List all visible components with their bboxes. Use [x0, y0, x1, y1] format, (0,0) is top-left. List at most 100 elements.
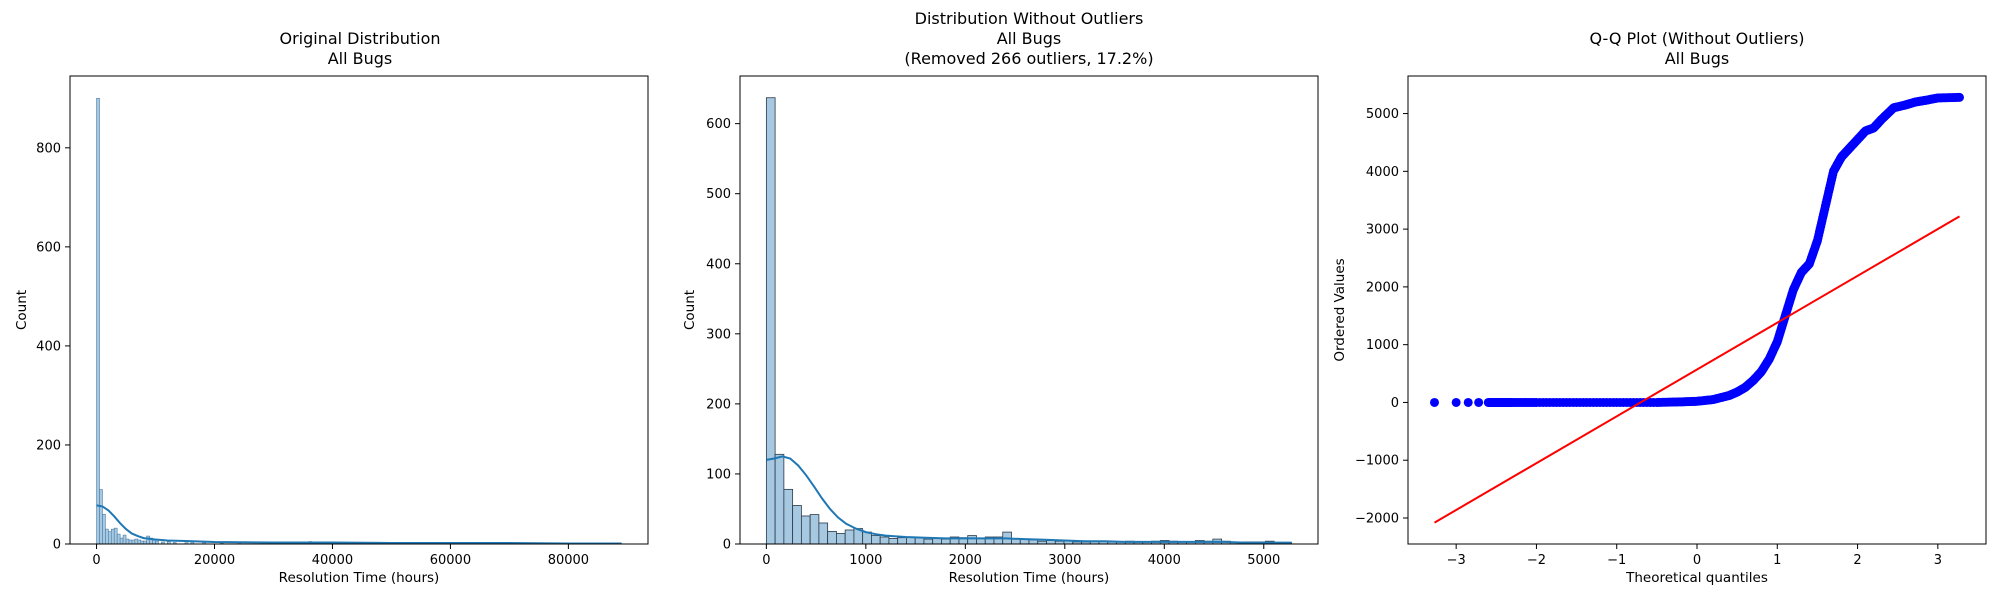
x-tick-label: 3000 — [1048, 553, 1081, 568]
histogram-bar — [932, 537, 942, 545]
y-tick-label: 800 — [36, 141, 61, 156]
qq-point — [1451, 397, 1461, 407]
histogram-bar — [835, 533, 846, 545]
chart-title-line-1: Q-Q Plot (Without Outliers) — [1589, 29, 1804, 48]
histogram-bar — [765, 97, 776, 545]
x-axis-ticks: 0 1000 2000 3000 4000 5000 — [762, 544, 1280, 568]
histogram-bar — [897, 537, 907, 545]
histogram-bar — [783, 488, 794, 545]
histogram-bar — [134, 538, 139, 545]
histogram-bar — [774, 453, 785, 545]
x-axis-label: Theoretical quantiles — [1625, 570, 1768, 586]
x-tick-label: −3 — [1447, 553, 1466, 568]
x-tick-label: 2000 — [949, 553, 982, 568]
y-tick-label: 1000 — [1366, 338, 1399, 353]
histogram-bar — [923, 538, 934, 545]
x-axis-label: Resolution Time (hours) — [279, 570, 440, 586]
x-tick-label: 5000 — [1247, 553, 1280, 568]
panel-distribution-without-outliers: Distribution Without Outliers All Bugs (… — [682, 9, 1319, 586]
chart-title-line-1: Distribution Without Outliers — [915, 9, 1144, 28]
y-tick-label: 4000 — [1366, 165, 1399, 180]
x-tick-label: −1 — [1607, 553, 1626, 568]
histogram-bar — [99, 489, 103, 545]
qq-point — [1955, 92, 1965, 102]
histogram-bar — [818, 522, 829, 545]
histogram-bar — [102, 513, 106, 545]
y-tick-label: 0 — [723, 538, 731, 553]
x-axis-label: Resolution Time (hours) — [949, 570, 1110, 586]
reference-line — [1433, 215, 1961, 524]
histogram-bar — [110, 528, 115, 545]
axes-frame — [739, 75, 1319, 545]
y-tick-label: 600 — [706, 117, 731, 132]
y-axis-label: Count — [682, 290, 698, 330]
y-tick-label: 400 — [706, 257, 731, 272]
y-tick-label: 3000 — [1366, 223, 1399, 238]
x-tick-label: 1 — [1773, 553, 1781, 568]
y-tick-label: 600 — [36, 240, 61, 255]
panel-original-distribution: Original Distribution All Bugs 0 20000 400… — [14, 29, 649, 586]
y-tick-label: 300 — [706, 327, 731, 342]
y-axis-label: Ordered Values — [1332, 258, 1348, 361]
x-axis-ticks: −3 −2 −1 0 1 2 3 — [1447, 544, 1942, 568]
histogram-bar — [128, 539, 133, 545]
qq-point — [1474, 397, 1484, 407]
y-axis-label: Count — [14, 290, 30, 330]
histogram-bar — [96, 97, 100, 545]
y-tick-label: 200 — [706, 397, 731, 412]
histogram-bar — [113, 527, 118, 545]
x-tick-label: 0 — [1693, 553, 1701, 568]
chart-title-line-2: All Bugs — [328, 49, 393, 68]
axes-frame — [69, 75, 649, 545]
histogram-bar — [122, 534, 127, 545]
x-tick-label: 0 — [92, 553, 100, 568]
y-tick-label: 500 — [706, 187, 731, 202]
histogram-bar — [116, 533, 121, 545]
histogram-bar — [125, 538, 130, 545]
histogram-bar — [809, 514, 820, 545]
chart-title-line-3: (Removed 266 outliers, 17.2%) — [904, 49, 1153, 68]
histogram-bar — [119, 537, 124, 545]
x-tick-label: 1000 — [849, 553, 882, 568]
chart-title-line-1: Original Distribution — [279, 29, 440, 48]
x-tick-label: 0 — [762, 553, 770, 568]
chart-title-line-2: All Bugs — [997, 29, 1062, 48]
histogram-bar — [792, 505, 802, 545]
y-tick-label: 100 — [706, 467, 731, 482]
x-tick-label: 3 — [1934, 553, 1942, 568]
x-tick-label: 4000 — [1148, 553, 1181, 568]
y-tick-label: −1000 — [1355, 454, 1399, 469]
kde-curve — [766, 455, 1292, 544]
x-tick-label: 40000 — [312, 553, 353, 568]
x-tick-label: 2 — [1853, 553, 1861, 568]
qq-points — [1429, 92, 1965, 407]
y-tick-label: 2000 — [1366, 280, 1399, 295]
panel-qq-plot: Q-Q Plot (Without Outliers) All Bugs −3−… — [1332, 29, 1987, 586]
y-tick-label: 5000 — [1366, 107, 1399, 122]
histogram-bar — [888, 537, 899, 545]
chart-title-line-2: All Bugs — [1665, 49, 1730, 68]
histogram-bar — [137, 539, 142, 545]
x-axis-ticks: 0 20000 40000 60000 80000 — [92, 544, 589, 568]
x-tick-label: −2 — [1527, 553, 1546, 568]
histogram-bar — [800, 515, 811, 545]
histogram-bar — [871, 535, 881, 545]
y-axis-ticks: 0 200 400 600 800 — [36, 141, 70, 553]
histogram-bar — [967, 535, 977, 545]
histogram-bar — [108, 531, 112, 545]
histogram-bar — [941, 538, 951, 545]
qq-point — [1429, 397, 1439, 407]
histogram-bar — [844, 529, 855, 545]
histogram-bar — [914, 537, 925, 545]
x-tick-label: 20000 — [194, 553, 235, 568]
qq-point — [1463, 397, 1473, 407]
y-tick-label: 0 — [53, 538, 61, 553]
histogram-bar — [146, 535, 150, 545]
y-axis-ticks: −2000 −1000 0 1000 2000 3000 4000 5000 — [1355, 107, 1408, 527]
y-tick-label: 400 — [36, 339, 61, 354]
x-tick-label: 80000 — [548, 553, 589, 568]
kde-curve — [96, 504, 622, 545]
y-tick-label: 200 — [36, 438, 61, 453]
y-tick-label: −2000 — [1355, 512, 1399, 527]
